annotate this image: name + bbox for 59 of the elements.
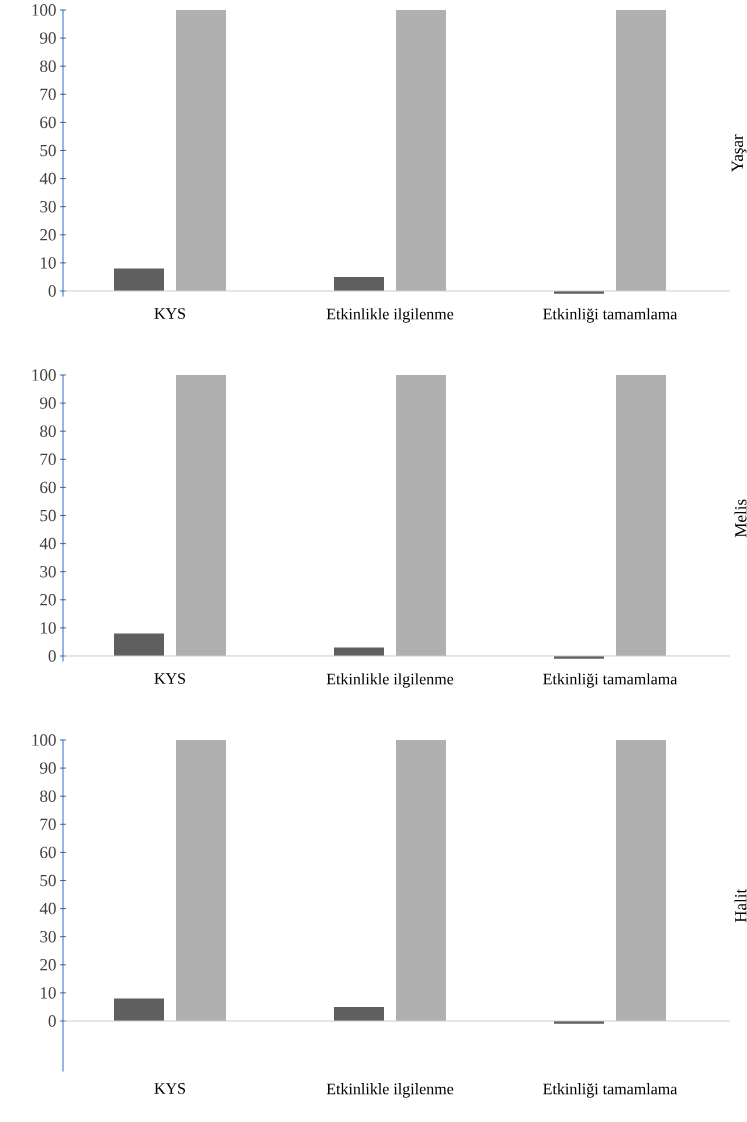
y-axis-title: Yaşar [731, 134, 747, 173]
y-tick-label: 100 [32, 4, 56, 16]
y-axis-title: Melis [734, 499, 747, 538]
y-tick-label: 0 [48, 1015, 56, 1027]
y-tick-label: 30 [40, 200, 56, 213]
y-tick-label: 90 [40, 32, 56, 44]
y-tick-label: 10 [40, 622, 56, 634]
x-tick-label: Etkinliği tamamlama [543, 673, 678, 688]
y-tick-label: 80 [40, 425, 56, 437]
y-tick-label: 50 [40, 144, 56, 157]
x-tick-label: Etkinlikle ilgilenme [326, 308, 454, 323]
y-tick-label: 100 [32, 734, 56, 746]
bar [114, 268, 164, 291]
bar [616, 739, 666, 1021]
bar [396, 375, 446, 656]
y-tick-label: 20 [40, 229, 56, 241]
y-tick-label: 20 [40, 594, 56, 606]
y-tick-label: 10 [40, 257, 56, 269]
y-tick-label: 90 [40, 762, 56, 774]
x-tick-label: Etkinliği tamamlama [543, 308, 678, 323]
y-tick-label: 30 [40, 565, 56, 578]
y-tick-label: 90 [40, 397, 56, 409]
y-tick-label: 60 [40, 846, 56, 859]
y-axis-title: Halit [734, 888, 747, 923]
bar [616, 10, 666, 291]
y-tick-label: 80 [40, 60, 56, 72]
y-tick-label: 80 [40, 790, 56, 802]
bar [396, 10, 446, 291]
bar [396, 739, 446, 1021]
bar [176, 10, 226, 291]
bar [176, 375, 226, 656]
x-tick-label: Etkinlikle ilgilenme [326, 1083, 454, 1098]
y-tick-label: 60 [40, 116, 56, 129]
y-tick-label: 30 [40, 930, 56, 943]
y-tick-label: 50 [40, 874, 56, 887]
x-tick-label: KYS [154, 1083, 185, 1094]
bar [114, 633, 164, 656]
x-tick-label: KYS [154, 308, 185, 319]
bar [176, 739, 226, 1021]
bar [616, 375, 666, 656]
bar [334, 276, 384, 291]
y-tick-label: 20 [40, 959, 56, 971]
y-tick-label: 10 [40, 987, 56, 999]
bar [334, 1006, 384, 1021]
x-tick-label: Etkinliği tamamlama [543, 1083, 678, 1098]
y-tick-label: 0 [48, 285, 56, 297]
y-tick-label: 100 [32, 369, 56, 381]
x-tick-label: KYS [154, 673, 185, 684]
y-tick-label: 70 [40, 818, 56, 831]
y-tick-label: 70 [40, 453, 56, 466]
y-tick-label: 40 [39, 537, 56, 550]
y-tick-label: 40 [39, 172, 56, 185]
x-tick-label: Etkinlikle ilgilenme [326, 673, 454, 688]
bar [114, 998, 164, 1021]
y-tick-label: 40 [39, 902, 56, 915]
y-tick-label: 50 [40, 509, 56, 522]
y-tick-label: 60 [40, 481, 56, 494]
y-tick-label: 0 [48, 650, 56, 662]
y-tick-label: 70 [40, 88, 56, 101]
